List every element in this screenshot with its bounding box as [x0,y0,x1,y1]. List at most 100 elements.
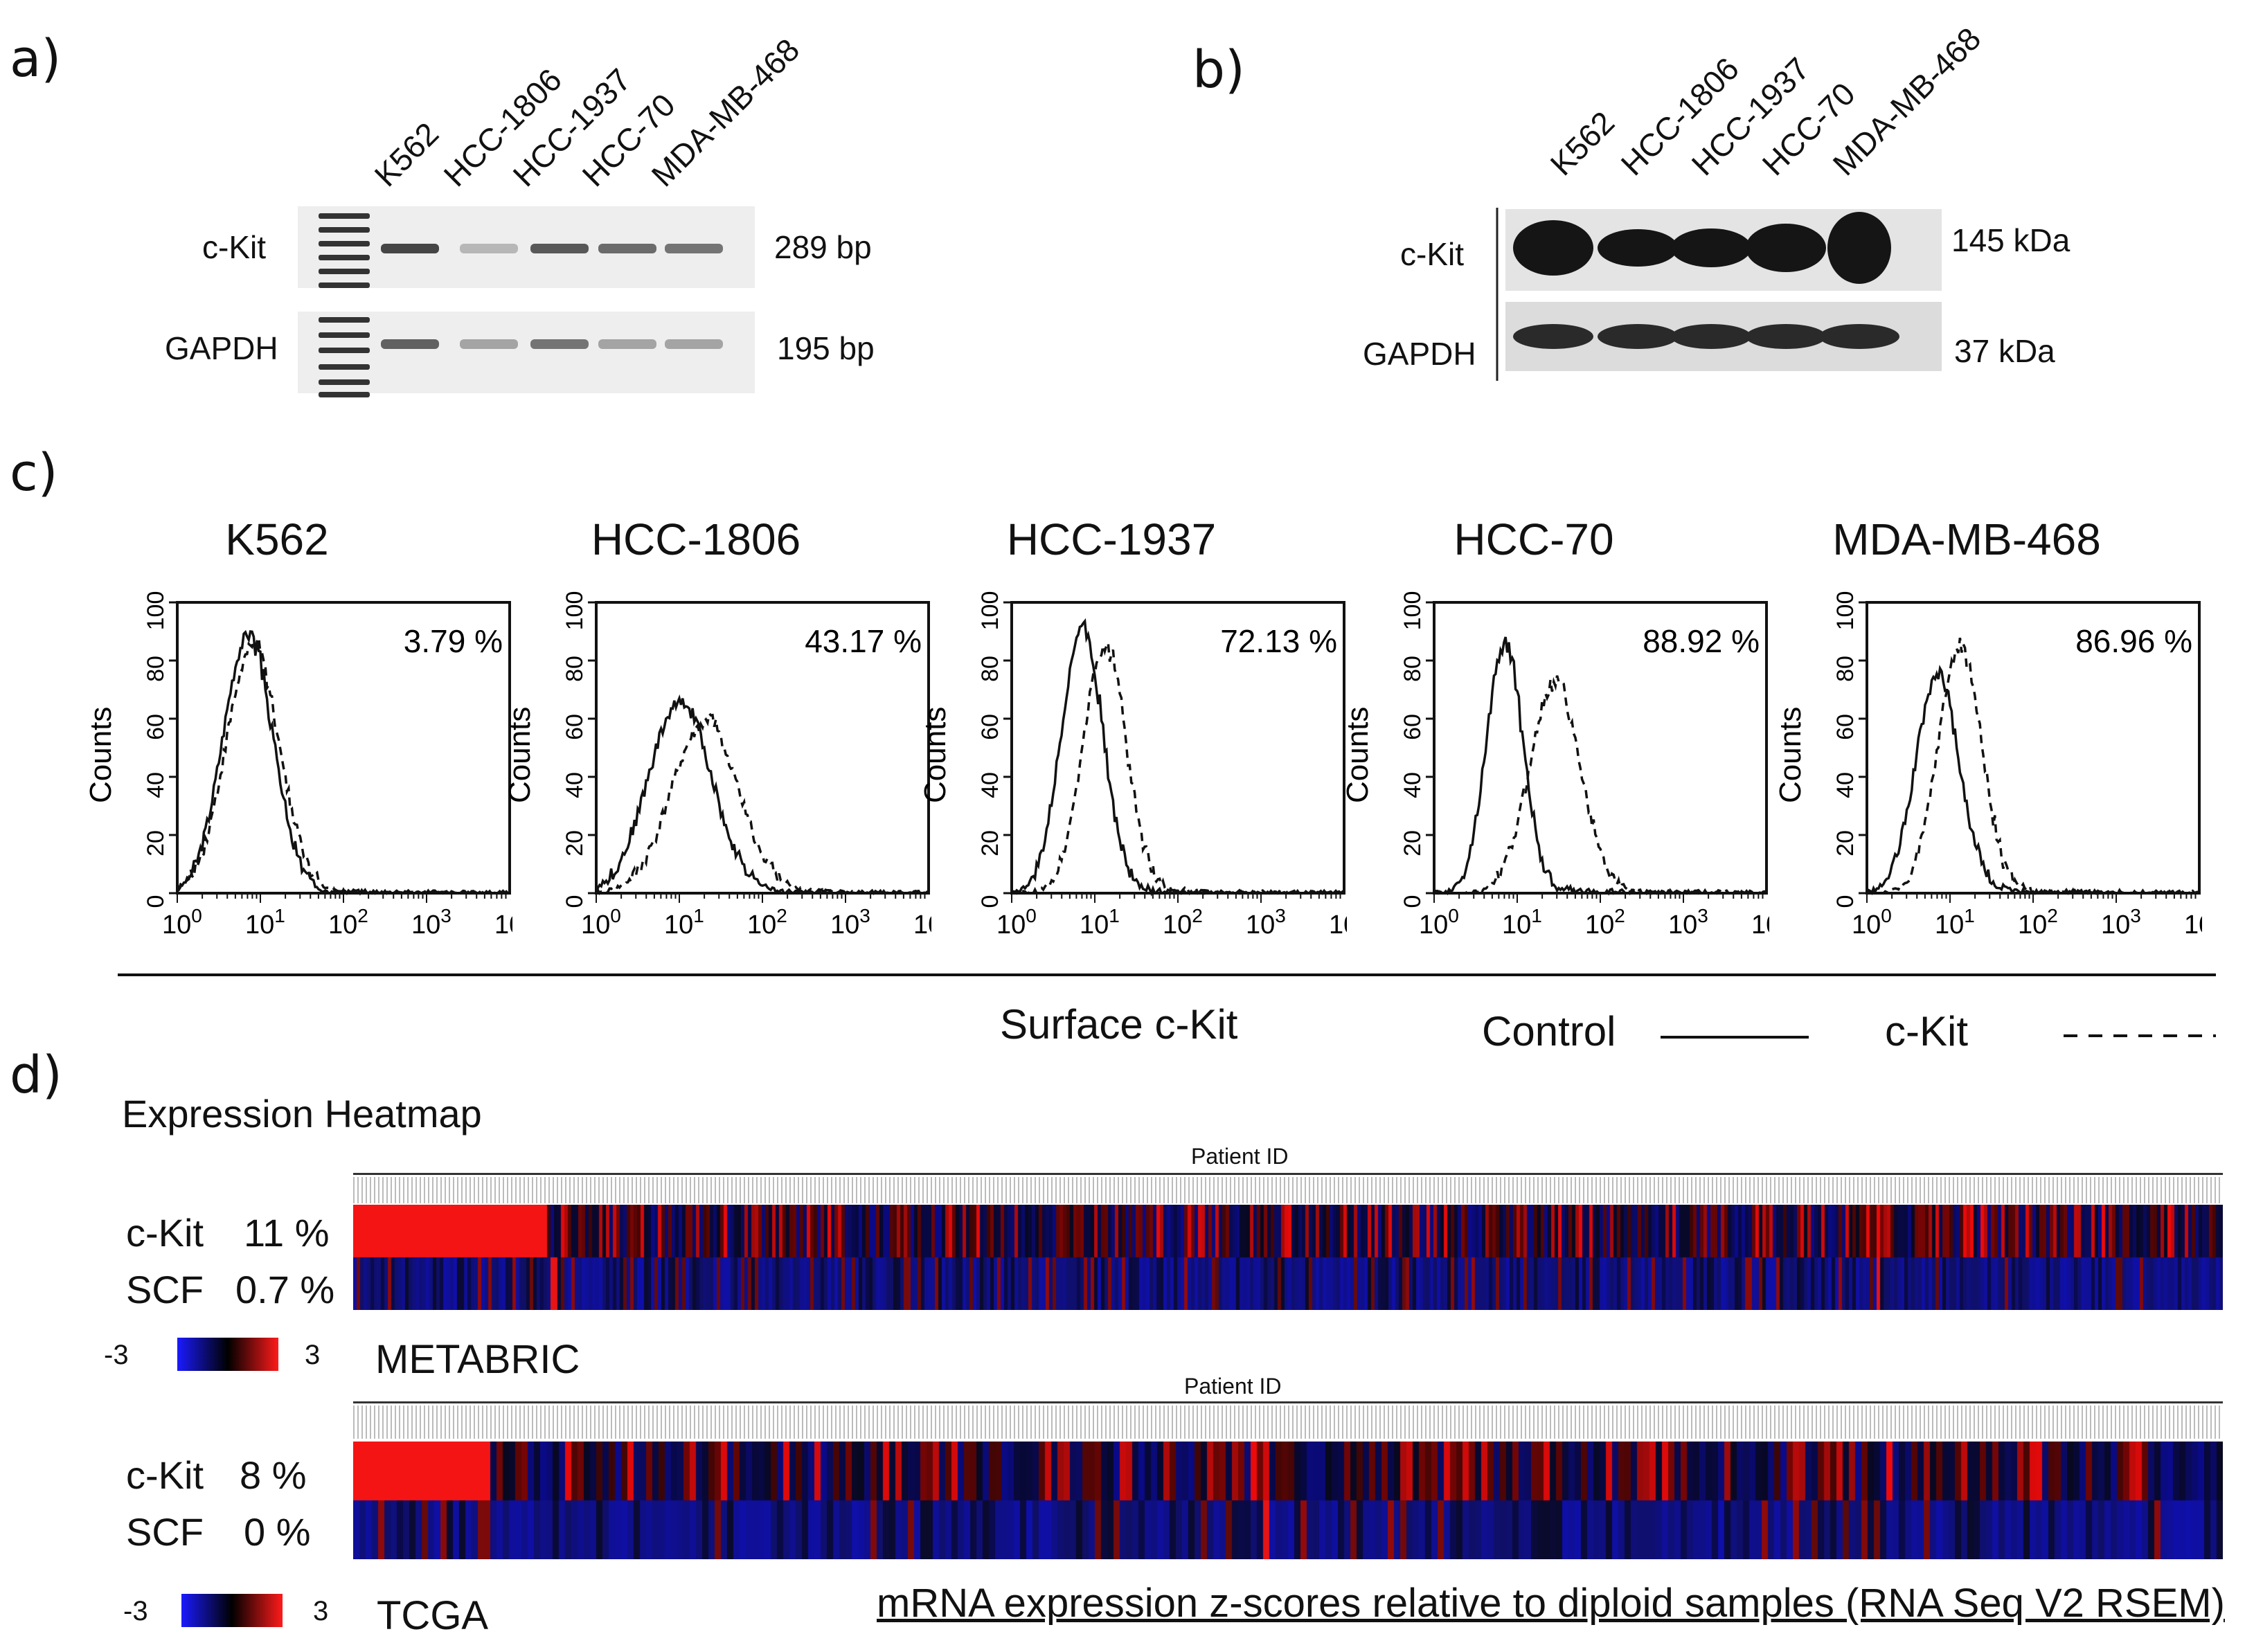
tcga-scf-label: SCF [126,1510,204,1554]
x-tick-label: 103 [1246,905,1286,940]
x-tick-label: 104 [913,905,931,940]
x-tick-label: 102 [2018,905,2058,940]
x-tick-label: 101 [1502,905,1542,940]
gel-ladder-band [319,379,370,385]
gel-ladder-band [319,269,370,274]
y-tick-label: 20 [1399,830,1426,856]
gel-band [381,244,439,253]
positive-percent: 86.96 % [2075,623,2192,659]
y-tick-label: 40 [562,772,588,798]
histogram-title: HCC-70 [1453,514,1614,564]
x-tick-label: 100 [1852,905,1892,940]
panel-a-lane-label: K562 [367,115,446,194]
histogram-title: MDA-MB-468 [1832,514,2101,564]
y-axis-label: Counts [918,707,952,803]
panel-a-gapdh-size: 195 bp [777,330,875,366]
gel-ladder-band [319,364,370,370]
x-tick-label: 102 [328,905,368,940]
y-tick-label: 80 [143,656,169,682]
y-tick-label: 40 [977,772,1003,798]
control-histogram-line [1866,665,2199,896]
x-tick-label: 102 [747,905,787,940]
x-tick-label: 103 [1668,905,1708,940]
histogram-plot: Counts 0 20 40 60 80 100 100 101 102 103 104 86.96 % [1773,591,2202,940]
y-axis-label: Counts [503,707,537,803]
heatmap-title: Expression Heatmap [122,1092,482,1135]
histogram-title: HCC-1937 [1006,514,1217,564]
y-tick-label: 100 [562,591,588,631]
y-axis-label: Counts [1341,707,1375,803]
heatmap-footnote: mRNA expression z-scores relative to dip… [877,1581,2225,1626]
x-tick-label: 100 [162,905,202,940]
y-tick-label: 0 [977,895,1003,908]
metabric-patient-ticks [353,1177,2223,1203]
y-tick-label: 80 [977,656,1003,682]
y-tick-label: 20 [977,830,1003,856]
blot-gapdh-band [1671,324,1751,349]
y-tick-label: 60 [562,714,588,740]
panel-b-ckit-label: c-Kit [1400,236,1464,272]
ckit-histogram-line [176,632,510,896]
panel-c-xlabel: Surface c-Kit [1000,1001,1238,1048]
y-tick-label: 0 [1399,895,1426,908]
y-tick-label: 60 [1399,714,1426,740]
panel-a-ckit-label: c-Kit [202,229,266,265]
gel-ladder-band [319,213,370,219]
x-tick-label: 101 [1080,905,1120,940]
panel-b-lane-label: K562 [1543,104,1622,183]
x-tick-label: 102 [1585,905,1625,940]
y-tick-label: 60 [977,714,1003,740]
y-tick-label: 100 [1832,591,1859,631]
control-histogram-line [1010,618,1345,897]
panel-b-blot [1496,208,1942,381]
y-tick-label: 60 [143,714,169,740]
metabric-colorbar [177,1338,278,1371]
gel-ladder-band [319,317,370,323]
histogram-title: K562 [225,514,329,564]
x-tick-label: 101 [1935,905,1975,940]
gel-band [530,244,589,253]
y-tick-label: 100 [1399,591,1426,631]
panel-c-letter: c) [10,443,58,503]
histogram-plot: Counts 0 20 40 60 80 100 100 101 102 103 104 72.13 % [918,591,1347,940]
legend-control-line [1661,1036,1809,1039]
positive-percent: 3.79 % [404,623,503,659]
histogram-plot: Counts 0 20 40 60 80 100 100 101 102 103 104 88.92 % [1341,591,1769,940]
tcga-colorbar [181,1594,283,1627]
gel-ladder-band [319,227,370,233]
panel-c-divider [118,973,2216,976]
panel-b-gapdh-label: GAPDH [1363,336,1476,372]
panel-b-letter: b) [1192,40,1245,100]
panel-b-ckit-size: 145 kDa [1951,222,2070,258]
gel-band [530,339,589,349]
tcga-patient-id: Patient ID [1184,1374,1282,1399]
metabric-scale-max: 3 [305,1340,321,1370]
metabric-patient-axis [353,1173,2223,1175]
panel-a-ckit-size: 289 bp [774,229,872,265]
blot-gapdh-band [1746,324,1826,349]
panel-b-gapdh-size: 37 kDa [1954,333,2055,369]
tcga-dataset-label: TCGA [377,1593,489,1638]
gel-band [460,244,518,253]
control-histogram-line [1433,636,1768,896]
y-tick-label: 80 [1399,656,1426,682]
blot-gapdh-band [1819,324,1899,349]
blot-ckit-band [1513,220,1593,276]
ckit-histogram-line [1010,638,1345,896]
blot-ckit-band [1746,224,1826,272]
y-tick-label: 80 [562,656,588,682]
metabric-ckit-label: c-Kit [126,1211,204,1255]
gel-band [665,244,723,253]
y-tick-label: 100 [977,591,1003,631]
gel-ladder-band [319,255,370,260]
positive-percent: 88.92 % [1643,623,1760,659]
y-tick-label: 0 [143,895,169,908]
y-tick-label: 40 [1399,772,1426,798]
gel-ladder-band [319,348,370,353]
blot-ckit-band [1827,212,1891,284]
histogram-plot: Counts 0 20 40 60 80 100 100 101 102 103 104 43.17 % [503,591,931,940]
positive-percent: 72.13 % [1220,623,1337,659]
tcga-ckit-label: c-Kit [126,1453,204,1497]
gel-band [665,339,723,349]
metabric-patient-id: Patient ID [1191,1144,1289,1169]
